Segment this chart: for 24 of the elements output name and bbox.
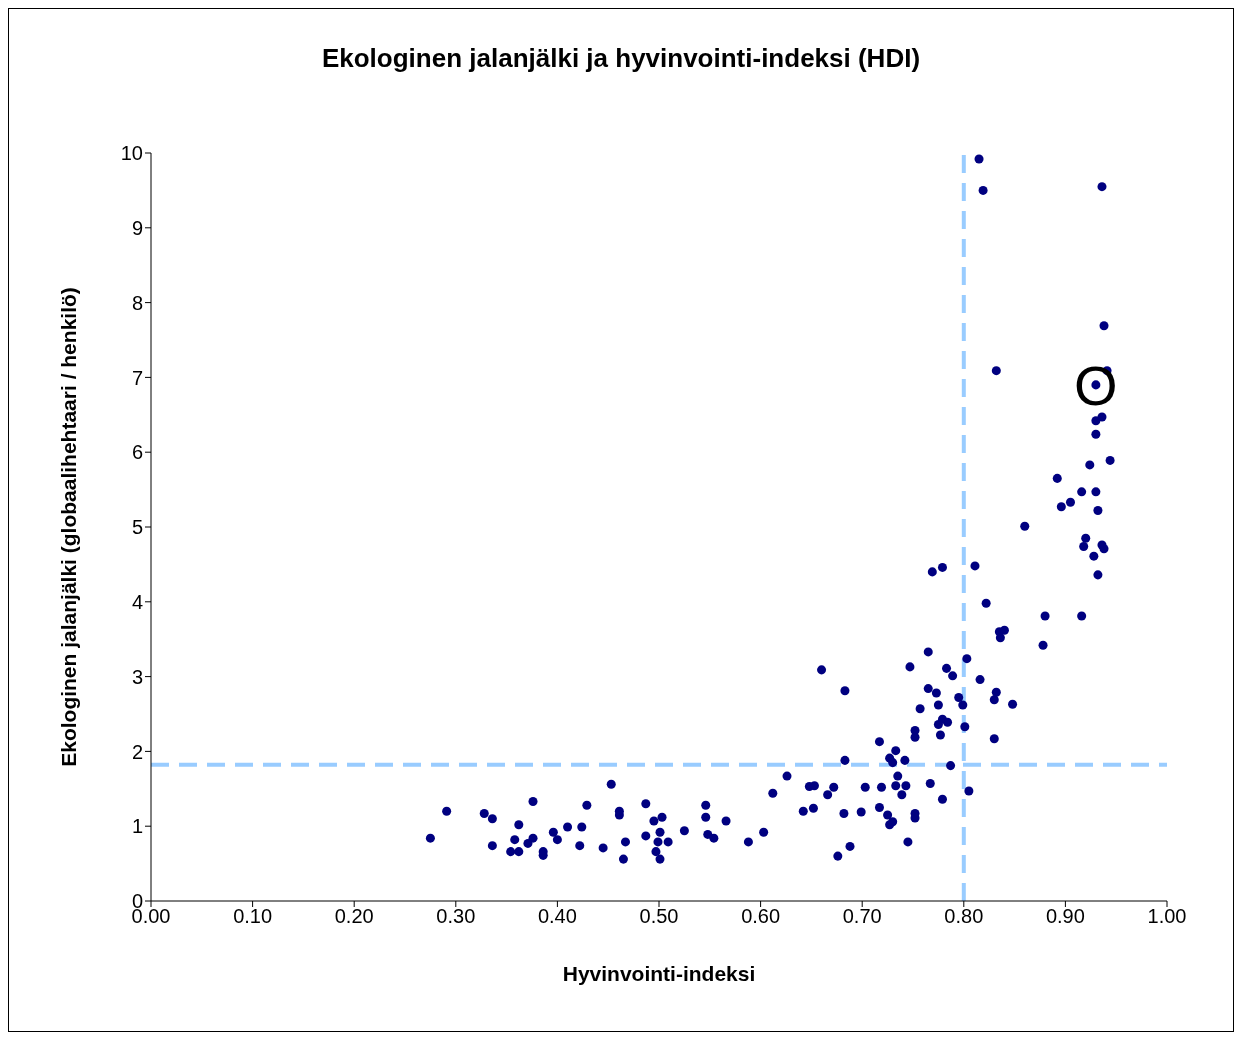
y-tick-label: 4 (131, 590, 143, 613)
x-tick-label: 0.80 (944, 905, 984, 928)
y-tick-label: 6 (131, 441, 143, 464)
x-tick-label: 0.20 (334, 905, 374, 928)
y-tick-label: 8 (131, 291, 143, 314)
x-tick-label: 0.70 (842, 905, 882, 928)
x-tick-label: 0.60 (741, 905, 781, 928)
y-tick-label: 10 (120, 142, 143, 165)
y-tick-label: 5 (131, 516, 143, 539)
x-tick-label: 0.40 (537, 905, 577, 928)
y-tick-label: 3 (131, 665, 143, 688)
annotation: O (1074, 353, 1118, 417)
x-axis-title: Hyvinvointi-indeksi (562, 962, 756, 985)
x-tick-label: 0.30 (436, 905, 476, 928)
y-tick-label: 1 (131, 815, 143, 838)
y-tick-label: 9 (131, 216, 143, 239)
y-tick-label: 7 (131, 366, 143, 389)
x-tick-label: 0.10 (233, 905, 273, 928)
x-tick-label: 0.90 (1045, 905, 1085, 928)
x-tick-label: 1.00 (1147, 905, 1187, 928)
y-axis-title: Ekologinen jalanjälki (globaalihehtaari / henkilö) (57, 287, 81, 767)
y-tick-label: 2 (131, 740, 143, 763)
chart-title: Ekologinen jalanjälki ja hyvinvointi-indeksi (HDI) (320, 43, 922, 74)
x-tick-label: 0.50 (639, 905, 679, 928)
